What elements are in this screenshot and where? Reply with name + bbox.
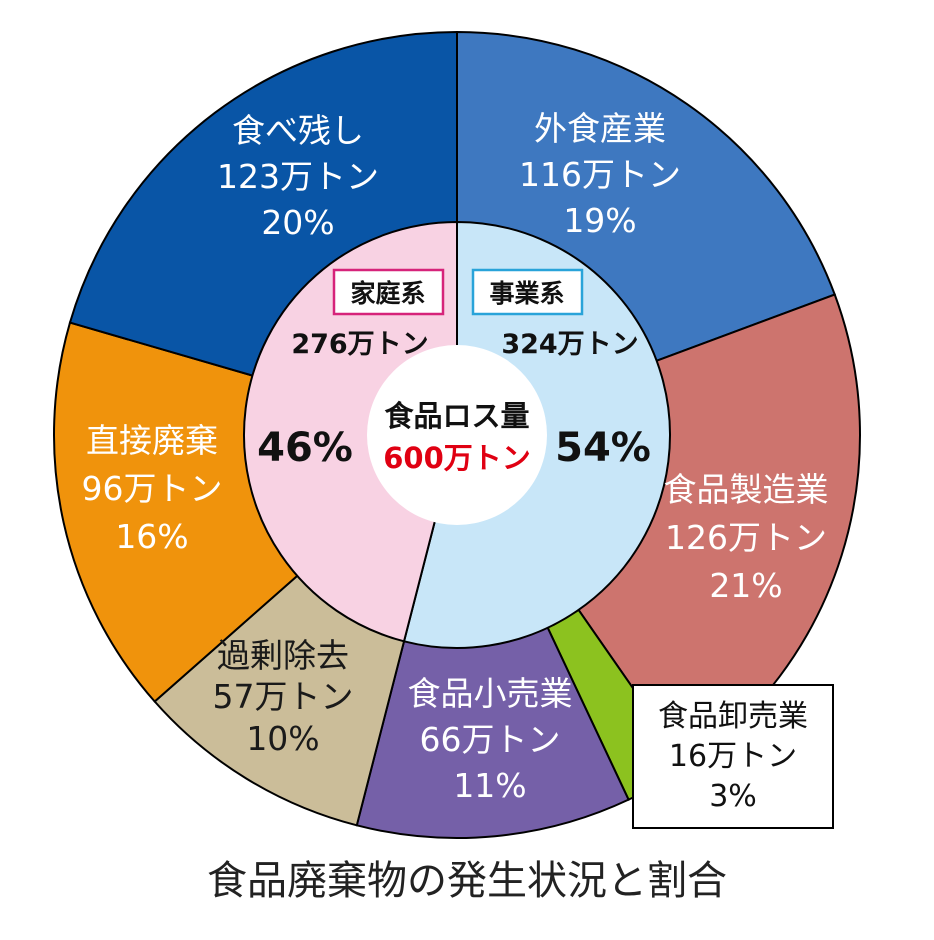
group-tag-box xyxy=(471,268,584,316)
svg-text:126万トン: 126万トン xyxy=(665,518,827,557)
svg-text:11%: 11% xyxy=(453,766,526,805)
svg-text:3%: 3% xyxy=(709,779,757,814)
svg-text:54%: 54% xyxy=(555,425,651,471)
svg-text:事業系: 事業系 xyxy=(489,279,564,308)
svg-text:96万トン: 96万トン xyxy=(82,469,223,508)
svg-text:116万トン: 116万トン xyxy=(519,155,681,194)
group-label-家庭系: 家庭系 276万トン 46% xyxy=(257,268,445,471)
svg-text:10%: 10% xyxy=(246,719,319,758)
svg-text:123万トン: 123万トン xyxy=(217,157,379,196)
svg-text:276万トン: 276万トン xyxy=(291,329,428,360)
svg-text:19%: 19% xyxy=(563,201,636,240)
food-loss-pie-chart: 外食産業 116万トン 19% 食品製造業 126万トン 21% 食品小売業 6… xyxy=(53,30,861,839)
svg-text:食品卸売業: 食品卸売業 xyxy=(658,699,808,734)
outer-ring xyxy=(53,30,861,839)
svg-text:46%: 46% xyxy=(257,425,353,471)
svg-text:過剰除去: 過剰除去 xyxy=(217,636,349,675)
svg-text:家庭系: 家庭系 xyxy=(350,279,425,308)
group-tag-box xyxy=(332,268,445,316)
svg-text:食べ残し: 食べ残し xyxy=(232,111,364,150)
slice-label-外食産業: 外食産業 116万トン 19% xyxy=(519,109,681,240)
group-label-事業系: 事業系 324万トン 54% xyxy=(471,268,651,471)
svg-text:食品製造業: 食品製造業 xyxy=(664,470,829,509)
svg-text:324万トン: 324万トン xyxy=(501,329,638,360)
chart-caption: 食品廃棄物の発生状況と割合 xyxy=(207,858,727,904)
svg-text:21%: 21% xyxy=(709,566,782,605)
group-wedge-家庭系 xyxy=(243,220,458,643)
svg-text:20%: 20% xyxy=(261,203,334,242)
center-disc xyxy=(367,345,547,525)
slice-label-直接廃棄: 直接廃棄 96万トン 16% xyxy=(82,421,223,556)
slice-label-食品卸売業: 食品卸売業 16万トン 3% xyxy=(632,684,834,829)
slice-label-食品小売業: 食品小売業 66万トン 11% xyxy=(408,674,573,805)
svg-text:57万トン: 57万トン xyxy=(213,677,354,716)
svg-text:16万トン: 16万トン xyxy=(669,739,797,774)
svg-text:食品ロス量: 食品ロス量 xyxy=(384,399,529,433)
svg-text:食品小売業: 食品小売業 xyxy=(408,674,573,713)
slice-label-過剰除去: 過剰除去 57万トン 10% xyxy=(213,636,354,758)
svg-text:直接廃棄: 直接廃棄 xyxy=(86,421,218,460)
slice-label-食品製造業: 食品製造業 126万トン 21% xyxy=(664,470,829,605)
slice-label-食べ残し: 食べ残し 123万トン 20% xyxy=(217,111,379,242)
svg-text:600万トン: 600万トン xyxy=(383,441,531,475)
svg-text:外食産業: 外食産業 xyxy=(534,109,666,148)
svg-text:16%: 16% xyxy=(115,517,188,556)
svg-text:66万トン: 66万トン xyxy=(420,720,561,759)
callout-box xyxy=(632,684,834,829)
center-label: 食品ロス量 600万トン xyxy=(383,399,531,475)
